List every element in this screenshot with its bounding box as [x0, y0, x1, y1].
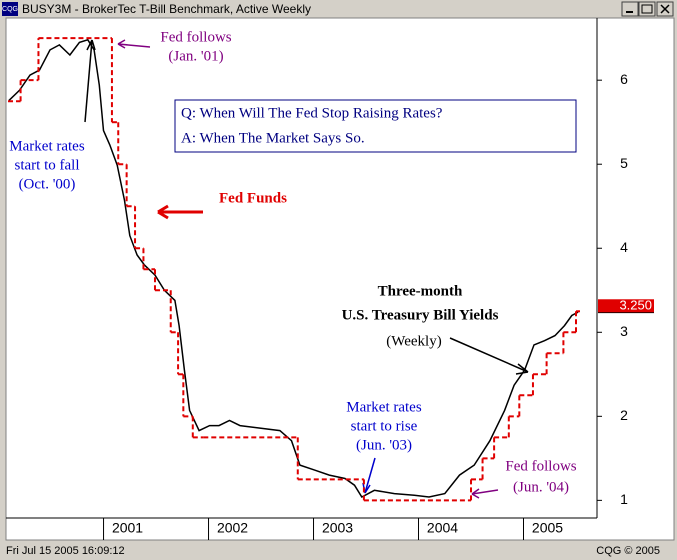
- annotation: Market rates: [346, 399, 422, 415]
- annotation: (Weekly): [386, 333, 441, 349]
- qa-box: [174, 99, 577, 153]
- x-tick-label: 2002: [217, 520, 248, 536]
- maximize-button[interactable]: [638, 1, 656, 17]
- annotation: start to rise: [351, 418, 418, 434]
- x-tick-label: 2001: [112, 520, 143, 536]
- annotation: (Oct. '00): [19, 176, 76, 192]
- annotation: Three-month: [378, 283, 463, 299]
- close-icon: [660, 4, 670, 14]
- y-tick-label: 4: [620, 239, 628, 255]
- annotation: Market rates: [9, 138, 85, 154]
- arrows: [84, 39, 529, 375]
- colored-arrows: [117, 39, 499, 499]
- y-tick-label: 5: [620, 155, 628, 171]
- x-tick-label: 2005: [532, 520, 563, 536]
- annotation: U.S. Treasury Bill Yields: [342, 307, 499, 323]
- maximize-icon: [641, 4, 653, 14]
- status-timestamp: Fri Jul 15 2005 16:09:12: [6, 545, 125, 557]
- y-tick-label: 1: [620, 491, 628, 507]
- annotation: Fed follows: [505, 458, 576, 474]
- y-tick-label: 3: [620, 323, 628, 339]
- annotation: (Jan. '01): [168, 48, 223, 64]
- arrow-fed-funds: [157, 204, 203, 220]
- qa-text: Q: When Will The Fed Stop Raising Rates?: [181, 105, 443, 121]
- annotation: start to fall: [15, 157, 80, 173]
- app-icon: [2, 2, 18, 16]
- arrow-fall: [84, 39, 93, 123]
- arrow-fall-head: [86, 39, 96, 51]
- annotation: Fed Funds: [219, 190, 287, 206]
- window-controls[interactable]: [621, 1, 674, 17]
- price-tag: 3.250: [619, 298, 652, 313]
- y-tick-label: 2: [620, 407, 628, 423]
- yield-line: [8, 38, 579, 498]
- y-tick-label: 6: [620, 71, 628, 87]
- price-tag-bg: [598, 299, 654, 313]
- x-tick-label: 2004: [427, 520, 458, 536]
- qa-text: A: When The Market Says So.: [181, 130, 365, 146]
- app-icon-text: CQG: [2, 6, 18, 13]
- minimize-button[interactable]: [621, 1, 639, 17]
- status-copyright: CQG © 2005: [596, 545, 660, 557]
- arrow-fed-jun04: [471, 488, 499, 499]
- arrow-fed-jan01: [117, 39, 151, 49]
- annotation: (Jun. '04): [513, 479, 569, 495]
- x-tick-label: 2003: [322, 520, 353, 536]
- annotation: Fed follows: [160, 29, 231, 45]
- window-title: BUSY3M - BrokerTec T-Bill Benchmark, Act…: [22, 2, 311, 16]
- annotation: (Jun. '03): [356, 437, 412, 453]
